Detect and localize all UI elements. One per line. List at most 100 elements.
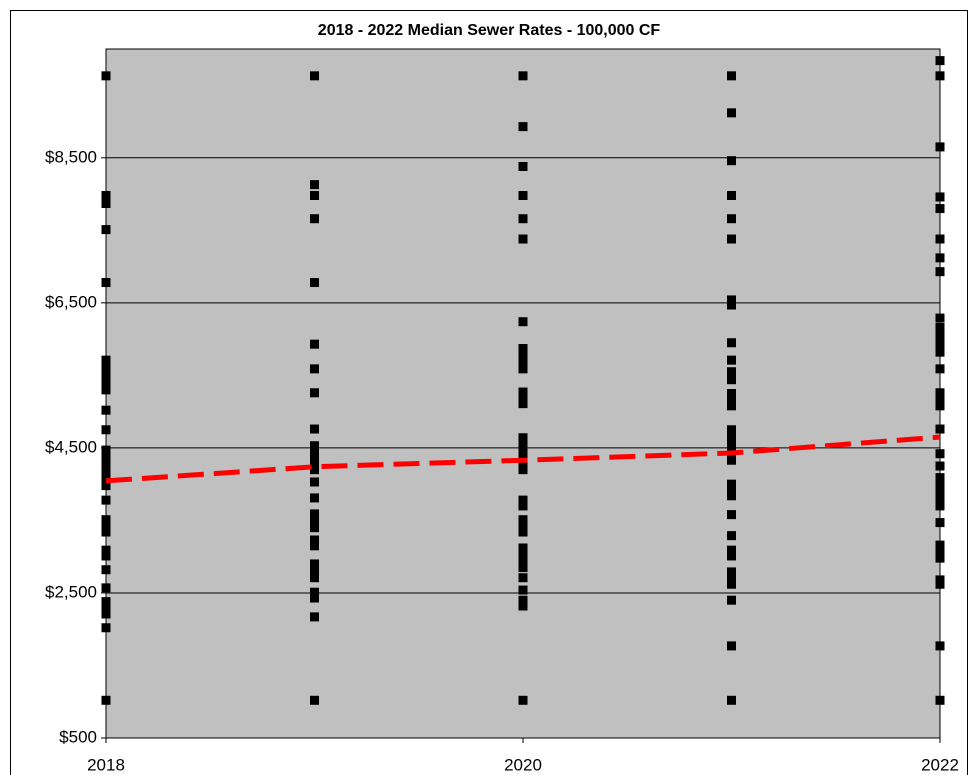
data-point bbox=[518, 122, 528, 132]
data-point bbox=[935, 518, 945, 528]
data-point bbox=[518, 317, 528, 327]
data-point bbox=[101, 463, 111, 473]
data-point bbox=[101, 71, 111, 81]
data-point bbox=[101, 597, 111, 607]
data-point bbox=[310, 516, 319, 526]
data-point bbox=[101, 225, 111, 235]
data-point bbox=[518, 387, 528, 397]
data-point bbox=[518, 350, 528, 360]
data-point bbox=[935, 142, 945, 152]
data-point bbox=[935, 579, 945, 589]
data-point bbox=[101, 425, 111, 435]
data-point bbox=[101, 445, 111, 455]
data-point bbox=[310, 509, 319, 519]
data-point bbox=[727, 641, 736, 651]
data-point bbox=[518, 344, 528, 354]
data-point bbox=[518, 393, 528, 403]
data-point bbox=[935, 56, 945, 66]
data-point bbox=[727, 595, 736, 605]
data-point bbox=[310, 593, 319, 603]
data-point bbox=[935, 540, 945, 550]
data-point bbox=[518, 573, 528, 583]
data-point bbox=[101, 278, 111, 288]
data-point bbox=[727, 485, 736, 495]
data-point bbox=[310, 523, 319, 533]
data-point bbox=[727, 338, 736, 348]
data-point bbox=[310, 364, 319, 374]
data-point bbox=[935, 347, 945, 357]
data-point bbox=[101, 623, 111, 633]
data-point bbox=[310, 191, 319, 201]
data-point bbox=[518, 439, 528, 449]
data-point bbox=[310, 441, 319, 451]
data-point bbox=[935, 388, 945, 398]
data-point bbox=[101, 583, 111, 593]
data-point bbox=[101, 521, 111, 531]
y-tick-label: $500 bbox=[59, 727, 97, 746]
data-point bbox=[310, 388, 319, 398]
data-point bbox=[310, 214, 319, 224]
data-point bbox=[727, 300, 736, 310]
data-point bbox=[935, 364, 945, 374]
data-point bbox=[310, 573, 319, 583]
data-point bbox=[727, 191, 736, 201]
data-point bbox=[727, 531, 736, 541]
data-point bbox=[310, 612, 319, 622]
data-point bbox=[101, 198, 111, 208]
data-point bbox=[518, 521, 528, 531]
data-point bbox=[101, 451, 111, 461]
data-point bbox=[727, 479, 736, 489]
data-point bbox=[310, 567, 319, 577]
data-point bbox=[935, 553, 945, 563]
x-tick-label: 2018 bbox=[87, 755, 125, 774]
data-point bbox=[101, 603, 111, 613]
data-point bbox=[727, 355, 736, 365]
data-point bbox=[935, 204, 945, 214]
data-point bbox=[101, 373, 111, 383]
data-point bbox=[101, 565, 111, 575]
chart-title: 2018 - 2022 Median Sewer Rates - 100,000… bbox=[318, 22, 661, 39]
data-point bbox=[310, 447, 319, 457]
data-point bbox=[310, 453, 319, 463]
data-point bbox=[727, 375, 736, 385]
data-point bbox=[935, 395, 945, 405]
data-point bbox=[518, 465, 528, 475]
data-point bbox=[727, 425, 736, 435]
data-point bbox=[101, 515, 111, 525]
data-point bbox=[101, 527, 111, 537]
data-point bbox=[518, 495, 528, 505]
data-point bbox=[935, 192, 945, 202]
data-point bbox=[727, 510, 736, 520]
data-point bbox=[518, 695, 528, 705]
data-point bbox=[518, 71, 528, 81]
data-point bbox=[101, 355, 111, 365]
data-point bbox=[935, 401, 945, 411]
data-point bbox=[935, 487, 945, 497]
data-point bbox=[518, 551, 528, 561]
data-point bbox=[727, 389, 736, 398]
data-point bbox=[518, 595, 528, 605]
data-point bbox=[727, 108, 736, 118]
data-point bbox=[518, 527, 528, 537]
data-point bbox=[935, 267, 945, 277]
data-point bbox=[935, 495, 945, 505]
data-point bbox=[727, 395, 736, 405]
data-point bbox=[310, 71, 319, 81]
data-point bbox=[935, 547, 945, 557]
data-point bbox=[727, 579, 736, 589]
data-point bbox=[101, 367, 111, 377]
data-point bbox=[727, 234, 736, 244]
data-point bbox=[727, 443, 736, 453]
data-point bbox=[101, 379, 111, 389]
data-point bbox=[310, 535, 319, 545]
data-point bbox=[101, 361, 111, 371]
data-point bbox=[727, 71, 736, 81]
data-point bbox=[310, 587, 319, 597]
data-point bbox=[310, 180, 319, 190]
data-point bbox=[101, 457, 111, 467]
data-point bbox=[935, 641, 945, 651]
data-point bbox=[310, 559, 319, 569]
data-point bbox=[935, 473, 945, 483]
data-point bbox=[727, 367, 736, 377]
data-point bbox=[101, 385, 111, 395]
